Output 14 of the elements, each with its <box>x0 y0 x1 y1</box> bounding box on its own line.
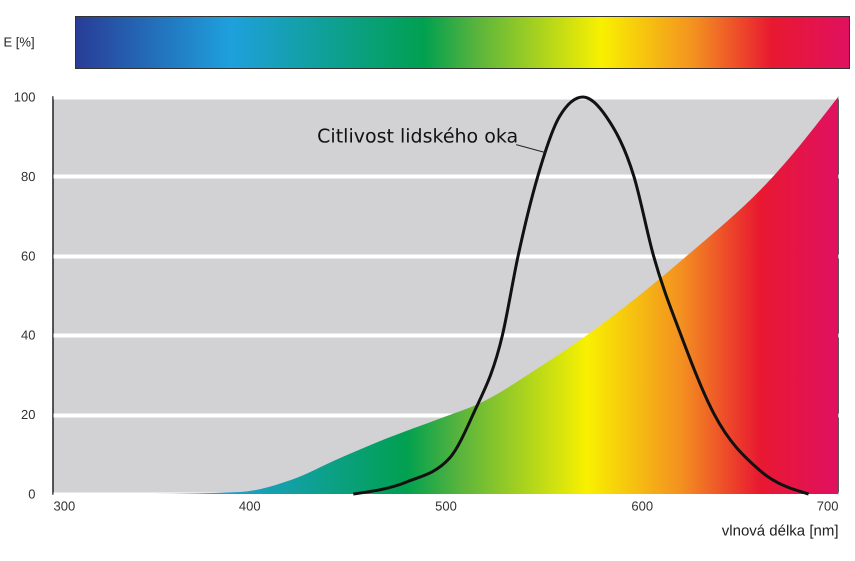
y-axis-title: E [%] <box>4 34 35 50</box>
x-axis-title: vlnová délka [nm] <box>722 522 838 540</box>
y-tick-label: 20 <box>21 407 36 422</box>
x-tick-label: 600 <box>631 498 654 514</box>
x-tick-label: 400 <box>238 498 261 514</box>
y-tick-label: 80 <box>21 168 36 184</box>
annotation: Citlivost lidského oka <box>317 126 518 148</box>
y-tick-label: 100 <box>14 90 36 104</box>
y-tick-label: 60 <box>21 248 36 264</box>
y-tick-label: 40 <box>21 328 36 343</box>
x-tick-label: 500 <box>435 498 457 514</box>
y-tick-label: 0 <box>28 486 36 502</box>
x-tick-label: 300 <box>54 498 76 514</box>
x-tick-label: 700 <box>816 498 838 514</box>
